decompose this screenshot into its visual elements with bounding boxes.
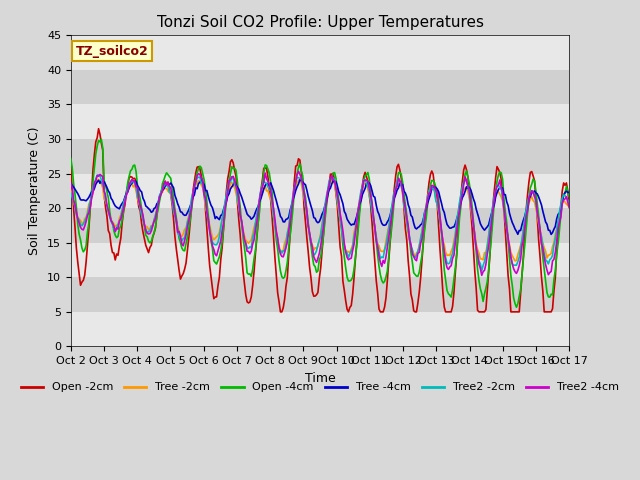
Bar: [71, 312, 569, 347]
Legend: Open -2cm, Tree -2cm, Open -4cm, Tree -4cm, Tree2 -2cm, Tree2 -4cm: Open -2cm, Tree -2cm, Open -4cm, Tree -4…: [16, 378, 624, 397]
Bar: [71, 243, 569, 277]
Bar: [71, 208, 569, 243]
Text: TZ_soilco2: TZ_soilco2: [76, 45, 148, 58]
Bar: [71, 139, 569, 174]
Bar: [71, 70, 569, 105]
Bar: [71, 174, 569, 208]
Bar: [71, 105, 569, 139]
Bar: [71, 277, 569, 312]
Bar: [71, 36, 569, 70]
X-axis label: Time: Time: [305, 372, 335, 384]
Y-axis label: Soil Temperature (C): Soil Temperature (C): [28, 127, 42, 255]
Title: Tonzi Soil CO2 Profile: Upper Temperatures: Tonzi Soil CO2 Profile: Upper Temperatur…: [157, 15, 483, 30]
